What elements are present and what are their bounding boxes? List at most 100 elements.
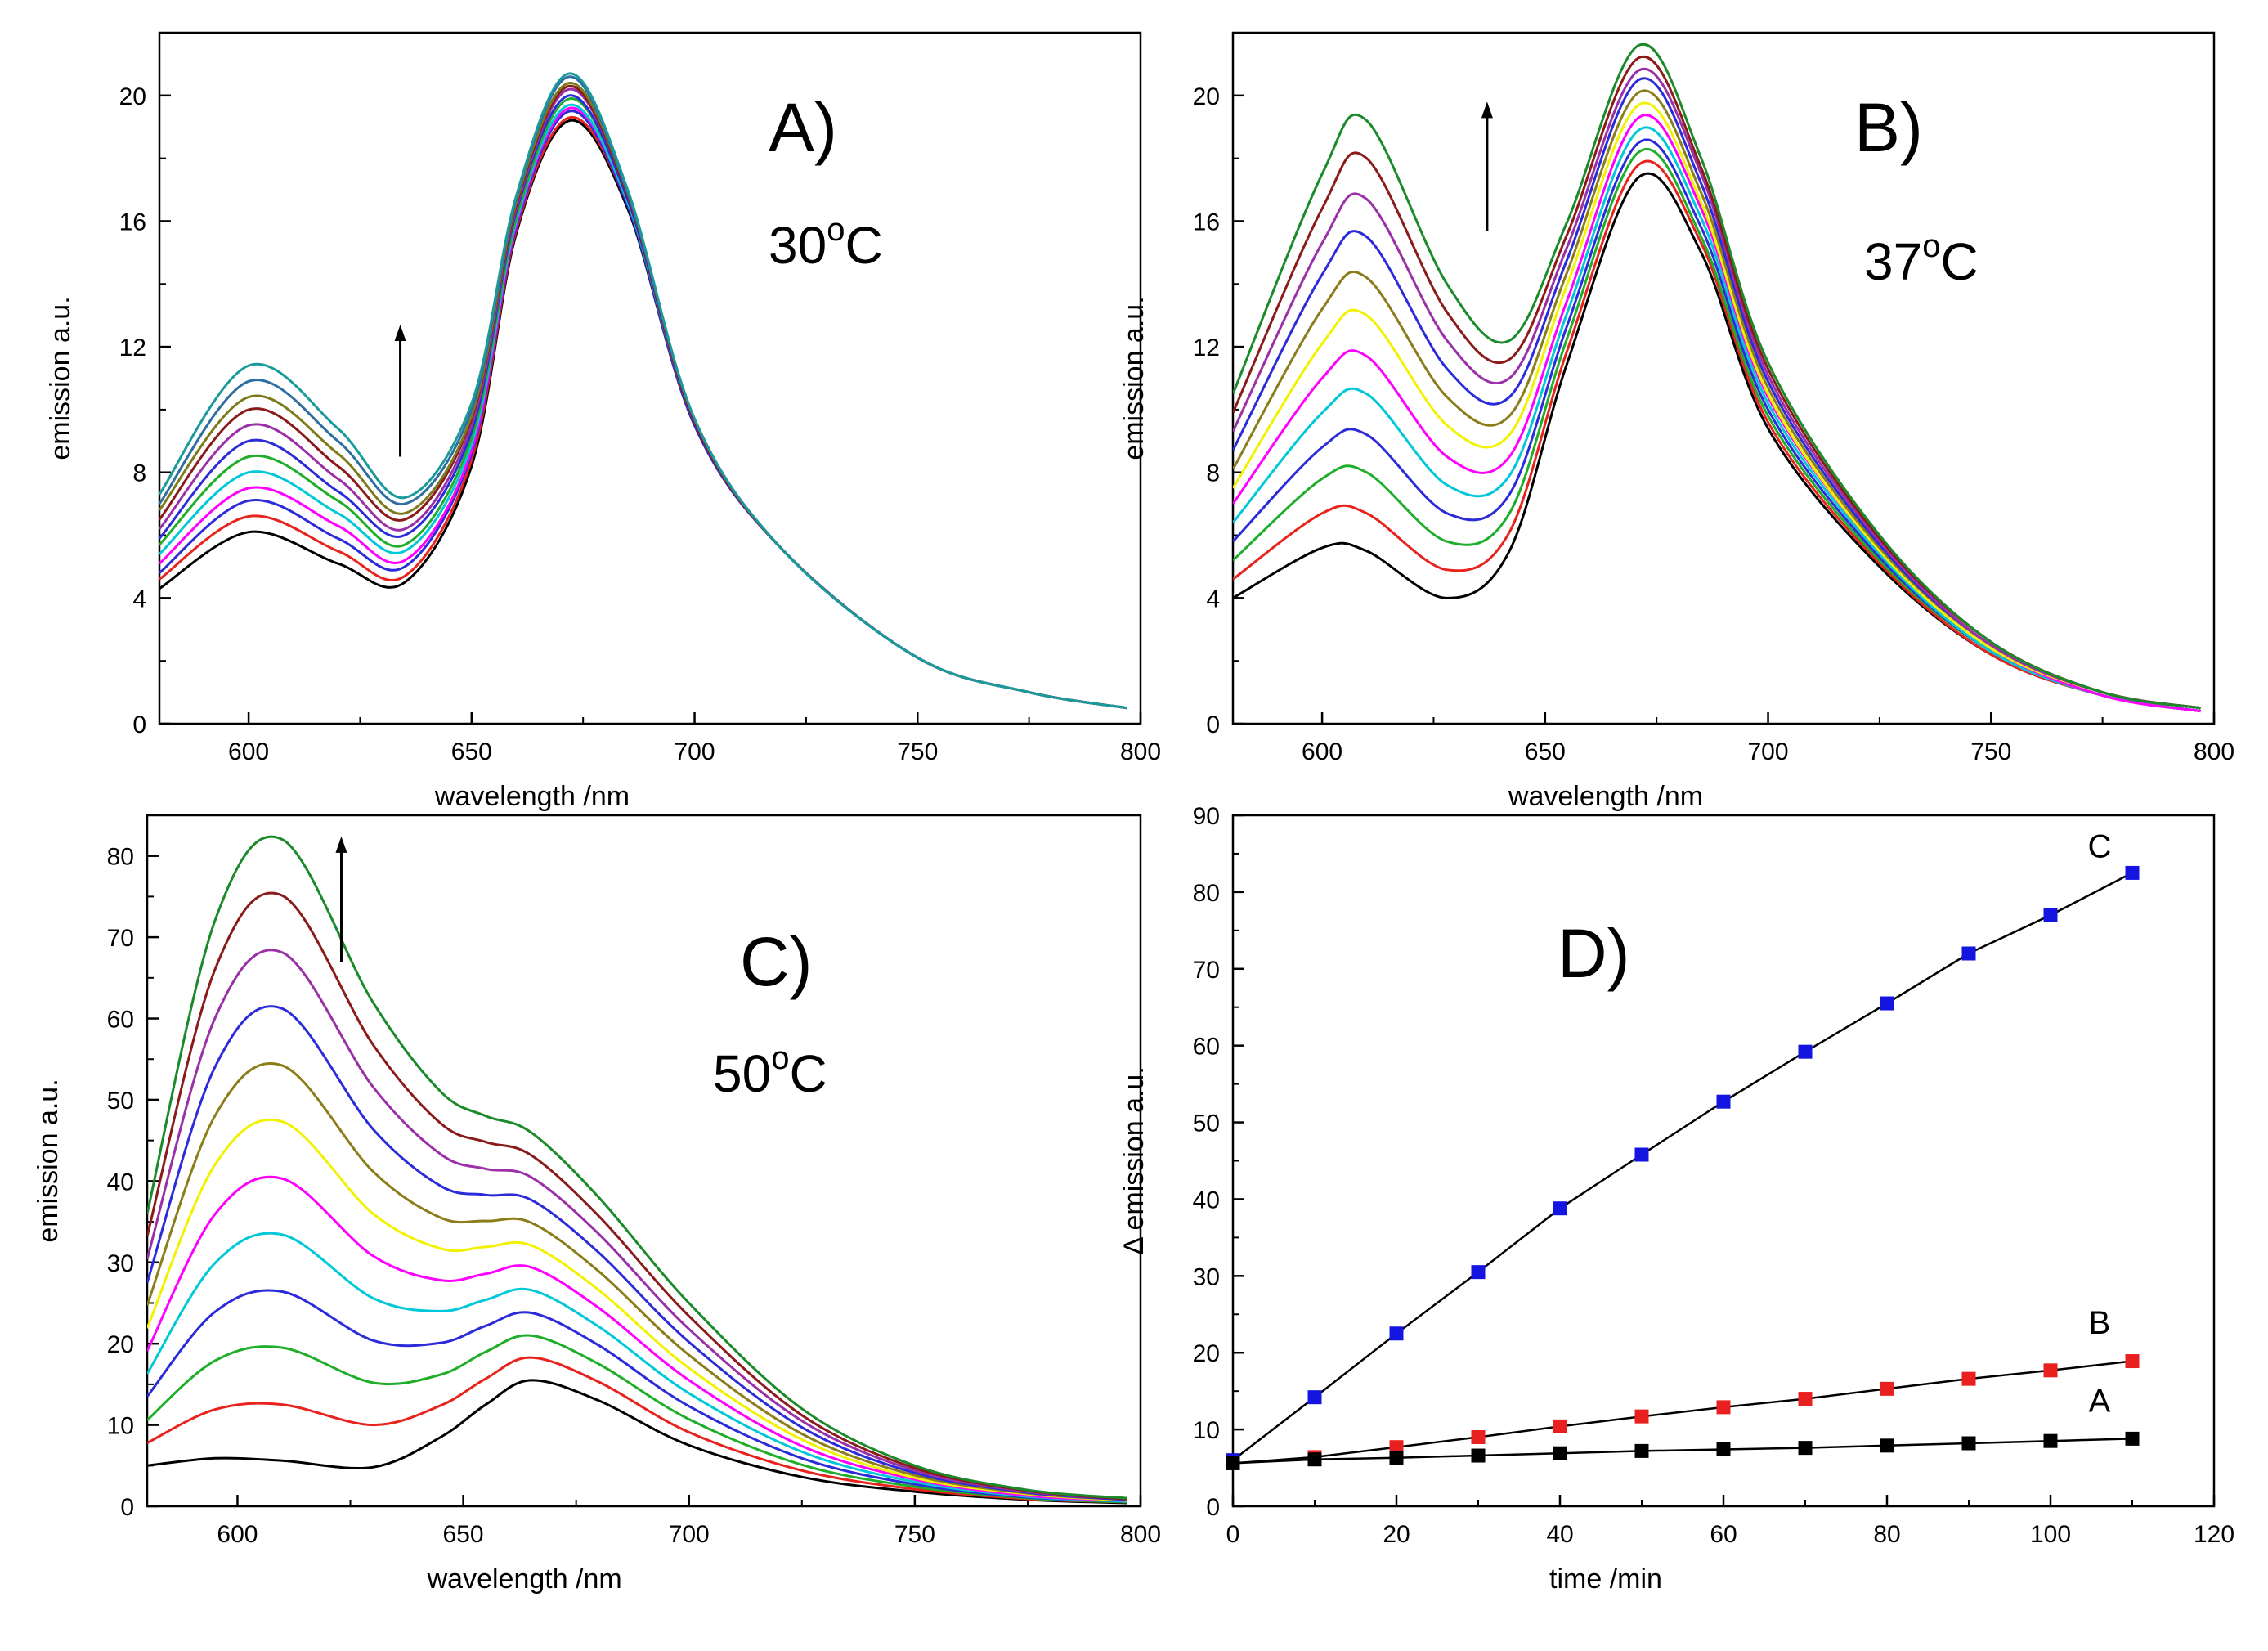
chart-d-y-axis-label: Δ emission a.u. xyxy=(1118,1066,1150,1255)
chart-d-point-b xyxy=(2043,1363,2058,1378)
chart-d-x-tick-label: 100 xyxy=(2030,1521,2071,1548)
chart-c-series-line xyxy=(147,891,1127,1501)
chart-c-series-line xyxy=(147,835,1127,1500)
chart-d-point-c xyxy=(1961,946,1976,961)
chart-b-series-line xyxy=(1233,126,2201,713)
panel-a-temp-unit: C xyxy=(845,216,882,275)
panel-a-temp-value: 30 xyxy=(769,216,827,275)
chart-c-y-axis: 0 10 20 30 40 50 60 70 80 xyxy=(107,844,159,1521)
chart-d-point-b xyxy=(1634,1409,1649,1424)
chart-b-y-tick-label: 0 xyxy=(1206,711,1220,738)
panel-b-temperature: 37oC xyxy=(1864,228,1979,291)
chart-c-series-line xyxy=(147,1118,1127,1502)
chart-c-series-line xyxy=(147,1379,1127,1505)
panel-d: D) xyxy=(1558,915,1630,992)
chart-c-series-group xyxy=(147,835,1127,1505)
chart-c-series-line xyxy=(147,1289,1127,1503)
chart-d-point-c xyxy=(1798,1044,1813,1059)
chart-c-y-tick-label: 30 xyxy=(107,1250,134,1277)
chart-d-point-a xyxy=(1307,1452,1322,1467)
chart-a-x-tick-label: 800 xyxy=(1120,738,1161,765)
chart-d-x-axis-label: time /min xyxy=(1549,1564,1662,1595)
chart-b-x-axis-label: wavelength /nm xyxy=(1508,781,1703,812)
chart-a-frame xyxy=(158,31,1142,725)
panel-d-letter: D) xyxy=(1558,915,1630,992)
chart-d-point-a xyxy=(1634,1443,1649,1458)
chart-a-x-tick-label: 650 xyxy=(451,738,492,765)
chart-d-point-a xyxy=(2125,1431,2140,1446)
chart-a-y-axis: 0 4 8 12 16 20 xyxy=(119,83,171,738)
chart-b-x-tick-label: 700 xyxy=(1748,738,1789,765)
chart-c-x-tick-label: 750 xyxy=(894,1521,935,1548)
chart-d-series-label-c: C xyxy=(2088,829,2112,865)
chart-b: 600 650 700 750 800 0 4 8 12 16 20 wavelength /nm em… xyxy=(1118,31,2234,812)
chart-b-x-axis: 600 650 700 750 800 xyxy=(1302,712,2234,765)
chart-b-x-tick-label: 750 xyxy=(1970,738,2011,765)
chart-a-x-tick-label: 600 xyxy=(228,738,269,765)
chart-b-x-tick-label: 650 xyxy=(1525,738,1566,765)
chart-a-y-tick-label: 12 xyxy=(119,334,146,361)
chart-b-y-axis: 0 4 8 12 16 20 xyxy=(1193,83,1244,738)
chart-d-x-tick-label: 20 xyxy=(1383,1521,1410,1548)
chart-d-point-b xyxy=(1880,1381,1894,1396)
panel-a: A) 30oC xyxy=(769,89,883,275)
chart-d-point-c xyxy=(1634,1147,1649,1162)
chart-a-series-line xyxy=(159,72,1127,710)
chart-b-y-tick-label: 4 xyxy=(1206,585,1220,612)
chart-d-point-c xyxy=(1553,1201,1567,1216)
chart-c-x-tick-label: 700 xyxy=(669,1521,710,1548)
chart-d-point-c xyxy=(2043,908,2058,922)
chart-c-y-tick-label: 10 xyxy=(107,1413,134,1440)
chart-d-point-c xyxy=(1716,1094,1731,1109)
chart-c-y-axis-label: emission a.u. xyxy=(33,1079,64,1242)
panel-c-temperature: 50oC xyxy=(713,1040,827,1103)
chart-d-series-group xyxy=(1233,872,2133,1465)
chart-d-y-tick-label: 60 xyxy=(1193,1034,1220,1061)
chart-d-series-line-c xyxy=(1233,872,2133,1461)
chart-d-point-a xyxy=(2043,1433,2058,1448)
panel-b-temp-value: 37 xyxy=(1864,232,1922,291)
chart-d-point-a xyxy=(1389,1451,1404,1465)
chart-c-y-tick-label: 80 xyxy=(107,844,134,871)
chart-d: 0 20 40 60 80 100 120 0 10 20 30 40 50 60 70 80 90 time /… xyxy=(1118,803,2234,1595)
chart-d-y-axis: 0 10 20 30 40 50 60 70 80 90 xyxy=(1193,803,1244,1521)
chart-b-series-line xyxy=(1233,159,2201,713)
panel-c-temp-degree: o xyxy=(771,1040,789,1076)
chart-a-y-tick-label: 0 xyxy=(132,711,146,738)
chart-d-y-tick-label: 0 xyxy=(1206,1494,1220,1521)
chart-c-y-tick-label: 20 xyxy=(107,1331,134,1358)
chart-d-point-b xyxy=(1798,1392,1813,1406)
chart-a-y-tick-label: 4 xyxy=(132,585,146,612)
panel-c-temp-value: 50 xyxy=(713,1044,771,1103)
chart-d-point-b xyxy=(1553,1419,1567,1433)
chart-a-x-axis: 600 650 700 750 800 xyxy=(228,712,1161,765)
chart-b-series-group xyxy=(1233,43,2201,713)
chart-c: 600 650 700 750 800 0 10 20 30 40 50 60 70 80 waveleng… xyxy=(33,814,1161,1595)
chart-c-y-tick-label: 60 xyxy=(107,1007,134,1034)
chart-d-y-tick-label: 30 xyxy=(1193,1263,1220,1290)
panel-b-temp-degree: o xyxy=(1922,228,1940,264)
panel-a-letter: A) xyxy=(769,89,837,166)
chart-d-x-tick-label: 120 xyxy=(2194,1521,2234,1548)
chart-a-y-axis-label: emission a.u. xyxy=(45,296,76,460)
chart-b-y-tick-label: 8 xyxy=(1206,460,1220,487)
chart-c-arrow-head xyxy=(335,836,347,853)
chart-c-y-tick-label: 50 xyxy=(107,1088,134,1115)
chart-d-x-axis: 0 20 40 60 80 100 120 xyxy=(1226,1495,2234,1548)
chart-a-x-axis-label: wavelength /nm xyxy=(434,781,630,812)
chart-a-y-tick-label: 20 xyxy=(119,83,146,110)
chart-d-point-a xyxy=(1961,1436,1976,1451)
chart-d-y-tick-label: 20 xyxy=(1193,1340,1220,1367)
chart-d-point-b xyxy=(2125,1354,2140,1369)
chart-c-x-tick-label: 650 xyxy=(443,1521,484,1548)
chart-a: 600 650 700 750 800 0 4 8 12 16 20 wavelength /nm em… xyxy=(45,31,1161,812)
chart-d-series-label-a: A xyxy=(2089,1384,2111,1420)
chart-d-point-b xyxy=(1961,1371,1976,1386)
chart-d-x-tick-label: 60 xyxy=(1710,1521,1737,1548)
panel-c: C) 50oC xyxy=(713,923,827,1103)
chart-c-series-line xyxy=(147,1334,1127,1504)
chart-b-arrow-head xyxy=(1481,101,1493,119)
chart-c-y-tick-label: 70 xyxy=(107,925,134,952)
chart-d-point-b xyxy=(1716,1400,1731,1415)
